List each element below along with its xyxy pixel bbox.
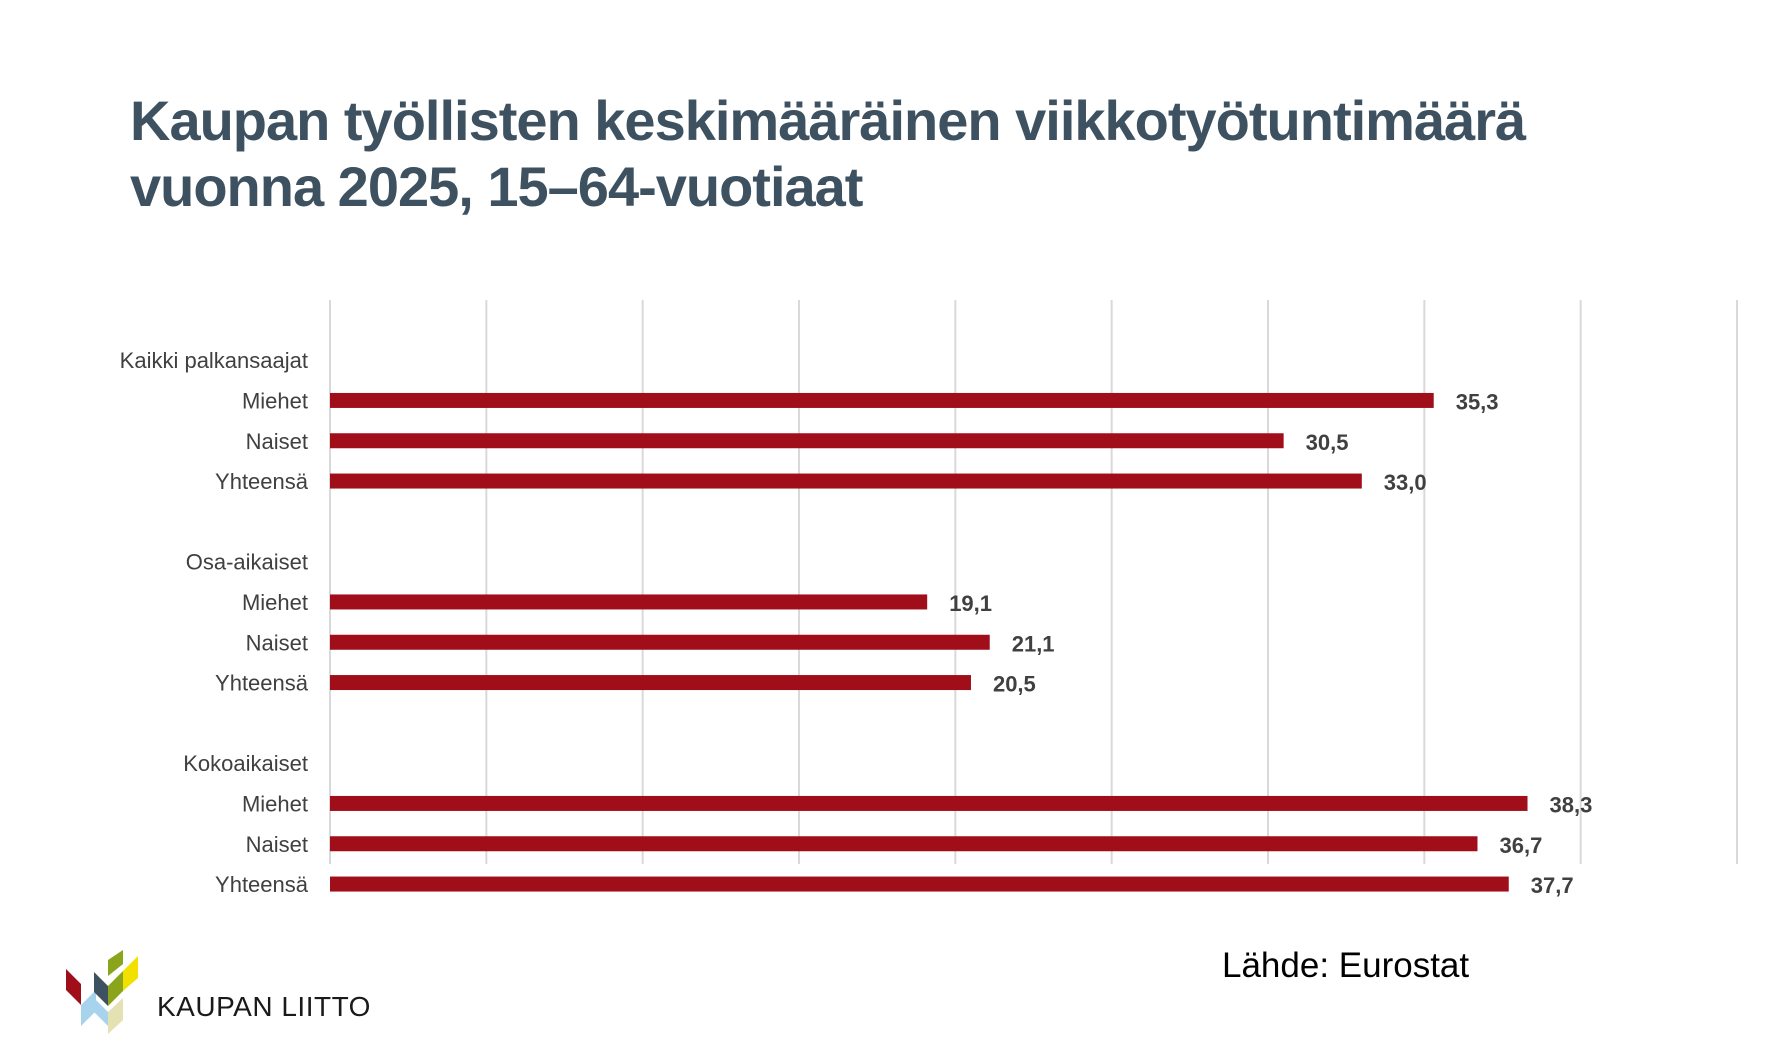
gridlines xyxy=(329,300,1738,864)
group-label: Kokoaikaiset xyxy=(183,751,308,776)
category-label: Yhteensä xyxy=(215,671,309,696)
bar xyxy=(330,675,971,691)
data-label: 36,7 xyxy=(1499,833,1542,858)
category-label: Yhteensä xyxy=(215,872,309,897)
data-label: 38,3 xyxy=(1550,792,1593,817)
data-label: 30,5 xyxy=(1306,430,1349,455)
logo-lightblue-shape-2 xyxy=(94,998,108,1026)
chart-title: Kaupan työllisten keskimääräinen viikkot… xyxy=(130,88,1690,220)
category-label: Miehet xyxy=(242,791,308,816)
data-label: 35,3 xyxy=(1456,389,1499,414)
logo-red-shape xyxy=(66,969,81,1005)
data-label: 20,5 xyxy=(993,672,1036,697)
source-note: Lähde: Eurostat xyxy=(1222,946,1470,985)
logo-green-shape xyxy=(108,971,123,1006)
bar xyxy=(330,876,1509,892)
logo-yellow-shape xyxy=(123,956,138,991)
category-label: Miehet xyxy=(242,590,308,615)
bar xyxy=(330,795,1528,811)
chart-title-line-1: Kaupan työllisten keskimääräinen viikkot… xyxy=(130,89,1526,152)
logo-lightblue-shape xyxy=(81,990,96,1026)
bar xyxy=(330,473,1362,489)
category-label: Naiset xyxy=(246,429,308,454)
group-label: Osa-aikaiset xyxy=(186,550,308,575)
bar xyxy=(330,594,928,610)
data-label: 19,1 xyxy=(949,591,992,616)
logo-text: KAUPAN LIITTO xyxy=(157,991,371,1022)
category-labels: Kaikki palkansaajat Miehet Naiset Yhteensä O… xyxy=(120,348,309,897)
bars xyxy=(330,392,1528,892)
category-label: Naiset xyxy=(246,630,308,655)
chart-title-line-2: vuonna 2025, 15–64-vuotiaat xyxy=(130,155,863,218)
category-label: Miehet xyxy=(242,388,308,413)
data-labels: 35,3 30,5 33,0 19,1 21,1 20,5 38,3 36,7 37,7 xyxy=(949,389,1592,898)
bar xyxy=(330,392,1434,408)
group-label: Kaikki palkansaajat xyxy=(120,348,308,373)
data-label: 37,7 xyxy=(1531,873,1574,898)
data-label: 33,0 xyxy=(1384,470,1427,495)
kaupan-liitto-logo xyxy=(66,950,138,1034)
logo-green-shape-2 xyxy=(108,950,123,976)
bar xyxy=(330,836,1478,852)
bar xyxy=(330,634,990,650)
bar xyxy=(330,433,1284,449)
category-label: Yhteensä xyxy=(215,469,309,494)
logo-beige-shape xyxy=(108,998,123,1034)
data-label: 21,1 xyxy=(1012,631,1055,656)
category-label: Naiset xyxy=(246,832,308,857)
logo-dark-shape xyxy=(94,972,108,1006)
